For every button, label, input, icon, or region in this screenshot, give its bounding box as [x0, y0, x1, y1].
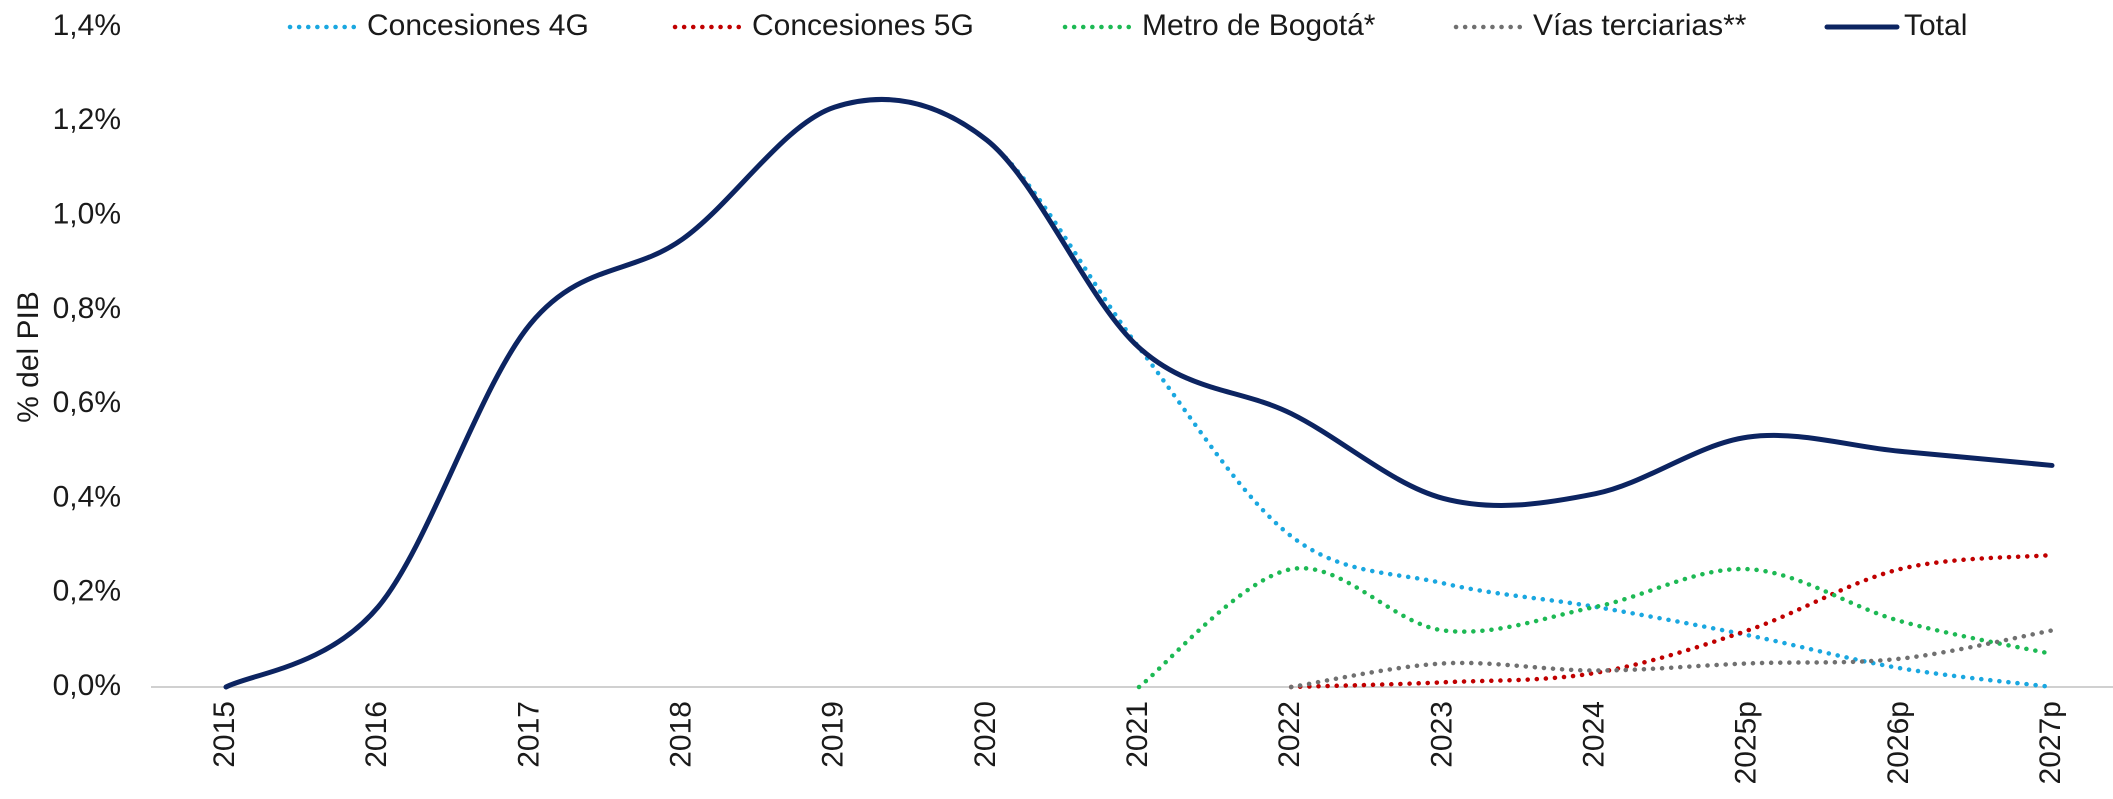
legend-label: Vías terciarias**: [1533, 9, 1747, 42]
y-axis-label: % del PIB: [12, 291, 45, 423]
x-tick-label: 2019: [817, 701, 850, 768]
x-tick-label: 2017: [512, 701, 545, 768]
x-tick-label: 2023: [1425, 701, 1458, 768]
x-tick-label: 2015: [208, 701, 241, 768]
legend-label: Concesiones 4G: [367, 9, 589, 42]
y-tick-label: 1,4%: [53, 9, 121, 42]
y-tick-label: 0,8%: [53, 292, 121, 325]
x-tick-label: 2016: [360, 701, 393, 768]
y-tick-label: 0,6%: [53, 386, 121, 419]
x-tick-label: 2024: [1577, 701, 1610, 768]
x-tick-label: 2021: [1121, 701, 1154, 768]
x-tick-label: 2022: [1273, 701, 1306, 768]
x-tick-label: 2020: [969, 701, 1002, 768]
series-line: [1288, 552, 2055, 690]
legend-label: Metro de Bogotá*: [1142, 9, 1376, 42]
series-line: [1288, 628, 2055, 690]
legend-label: Concesiones 5G: [752, 9, 974, 42]
x-tick-label: 2026p: [1882, 701, 1915, 784]
x-tick-label: 2027p: [2034, 701, 2067, 784]
x-tick-label: 2018: [664, 701, 697, 768]
y-tick-label: 0,4%: [53, 480, 121, 513]
series-line: [223, 96, 2055, 690]
y-tick-label: 1,0%: [53, 197, 121, 230]
series-line: [1136, 565, 2055, 690]
y-tick-label: 0,0%: [53, 669, 121, 702]
y-tick-label: 1,2%: [53, 103, 121, 136]
y-tick-label: 0,2%: [53, 575, 121, 608]
series-line: [223, 97, 2055, 690]
legend-label: Total: [1904, 9, 1967, 42]
x-tick-label: 2025p: [1730, 701, 1763, 784]
